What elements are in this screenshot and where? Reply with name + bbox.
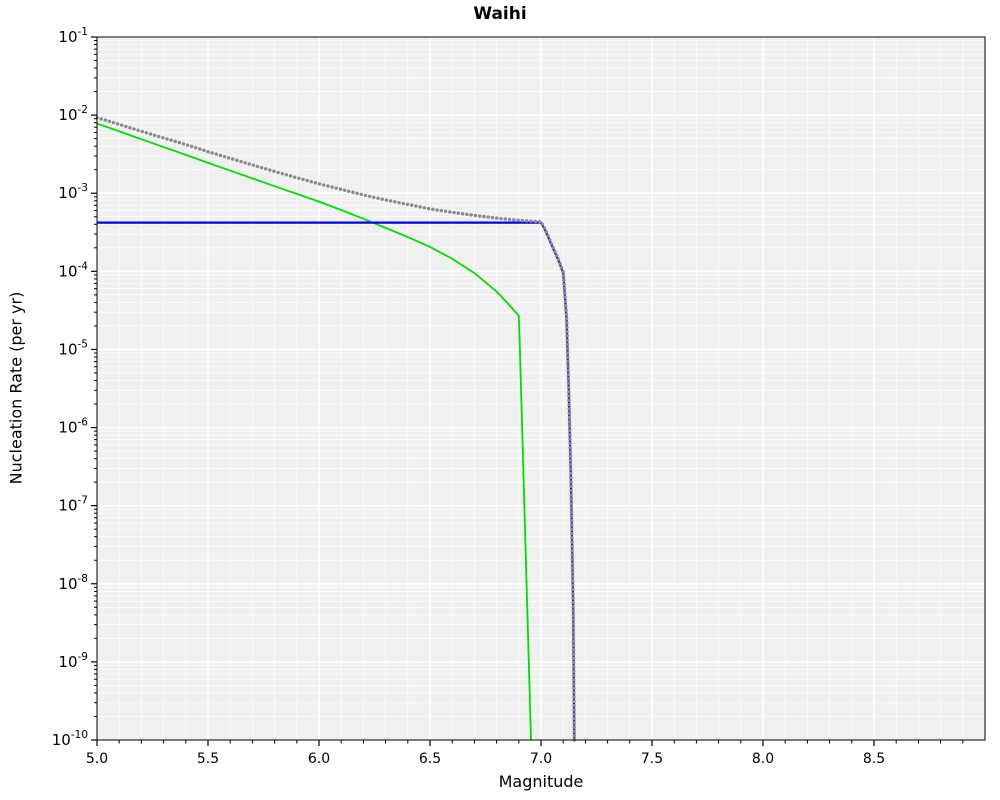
x-tick-label: 6.0 [308,751,330,767]
x-tick-label: 5.5 [197,751,219,767]
y-tick-label: 10-3 [58,182,88,202]
x-axis-label: Magnitude [498,772,584,791]
series-group [96,115,576,742]
x-tick-label: 8.5 [863,751,885,767]
x-tick-label: 7.5 [641,751,663,767]
x-tick-label: 5.0 [86,751,108,767]
gray-dotted-curve [96,115,576,742]
y-tick-label: 10-9 [58,651,88,671]
x-tick-label: 8.0 [752,751,774,767]
y-tick-label: 10-5 [58,338,88,358]
y-tick-label: 10-1 [58,26,88,46]
y-tick-label: 10-4 [58,260,88,280]
y-tick-label: 10-10 [52,729,88,749]
y-tick-label: 10-2 [58,104,88,124]
green-solid-curve [96,122,532,741]
y-axis-label: Nucleation Rate (per yr) [6,291,26,485]
y-tick-label: 10-6 [58,417,88,437]
chart-title: Waihi [473,4,527,24]
x-tick-label: 6.5 [419,751,441,767]
y-tick-label: 10-8 [58,573,88,593]
y-tick-label: 10-7 [58,495,88,515]
x-tick-label: 7.0 [530,751,552,767]
